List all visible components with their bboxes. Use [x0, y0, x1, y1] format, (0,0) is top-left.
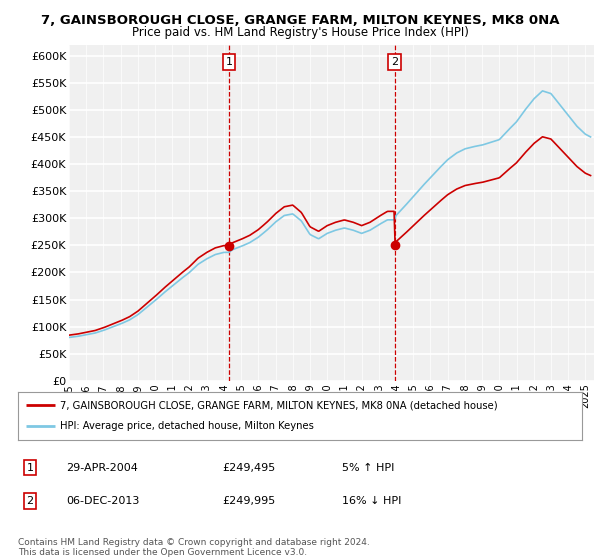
Text: £249,495: £249,495 [222, 463, 275, 473]
Text: 2: 2 [391, 57, 398, 67]
Text: Contains HM Land Registry data © Crown copyright and database right 2024.
This d: Contains HM Land Registry data © Crown c… [18, 538, 370, 557]
Text: 1: 1 [226, 57, 232, 67]
Text: Price paid vs. HM Land Registry's House Price Index (HPI): Price paid vs. HM Land Registry's House … [131, 26, 469, 39]
Text: £249,995: £249,995 [222, 496, 275, 506]
Text: 16% ↓ HPI: 16% ↓ HPI [342, 496, 401, 506]
Text: 1: 1 [26, 463, 34, 473]
Text: 7, GAINSBOROUGH CLOSE, GRANGE FARM, MILTON KEYNES, MK8 0NA: 7, GAINSBOROUGH CLOSE, GRANGE FARM, MILT… [41, 14, 559, 27]
Text: 2: 2 [26, 496, 34, 506]
Text: 7, GAINSBOROUGH CLOSE, GRANGE FARM, MILTON KEYNES, MK8 0NA (detached house): 7, GAINSBOROUGH CLOSE, GRANGE FARM, MILT… [60, 400, 498, 410]
Text: 06-DEC-2013: 06-DEC-2013 [66, 496, 139, 506]
Text: 5% ↑ HPI: 5% ↑ HPI [342, 463, 394, 473]
Text: HPI: Average price, detached house, Milton Keynes: HPI: Average price, detached house, Milt… [60, 421, 314, 431]
Text: 29-APR-2004: 29-APR-2004 [66, 463, 138, 473]
